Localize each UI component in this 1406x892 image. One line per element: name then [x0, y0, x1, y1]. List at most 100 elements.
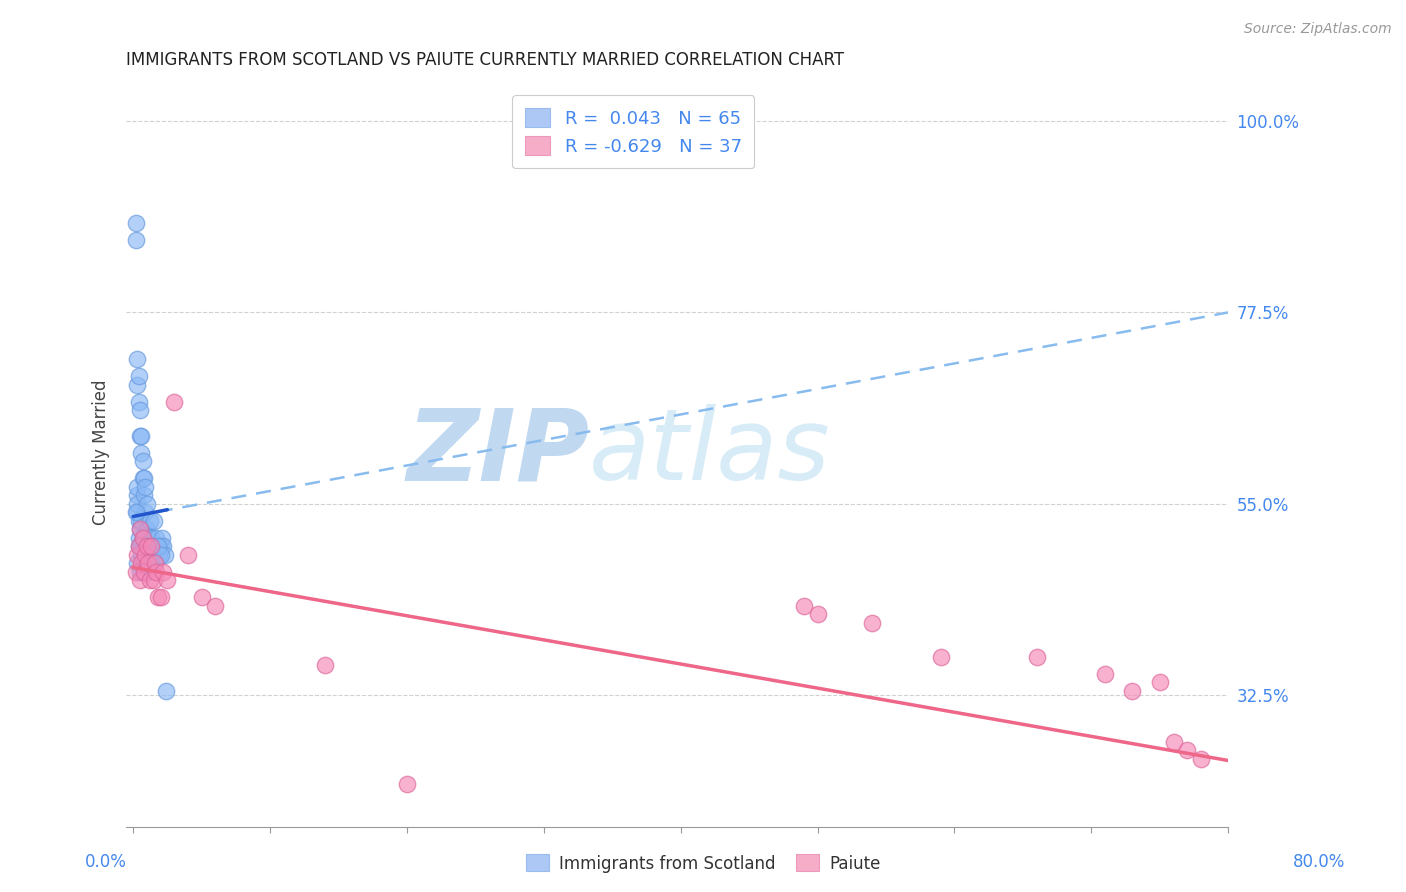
- Text: Source: ZipAtlas.com: Source: ZipAtlas.com: [1244, 22, 1392, 37]
- Point: [131, 428, 153, 442]
- Point: [860, 615, 883, 630]
- Point: [131, 446, 153, 460]
- Point: [149, 548, 172, 562]
- Point: [148, 548, 170, 562]
- Point: [1175, 743, 1198, 757]
- Point: [127, 497, 149, 511]
- Point: [395, 777, 418, 791]
- Point: [136, 556, 159, 570]
- Point: [1094, 666, 1116, 681]
- Point: [132, 556, 155, 570]
- Text: atlas: atlas: [589, 404, 831, 501]
- Point: [134, 556, 156, 570]
- Point: [127, 548, 149, 562]
- Point: [131, 514, 153, 528]
- Point: [134, 480, 156, 494]
- Point: [142, 514, 165, 528]
- Point: [139, 539, 162, 553]
- Point: [1163, 735, 1185, 749]
- Point: [125, 216, 148, 230]
- Point: [204, 599, 226, 613]
- Point: [129, 565, 152, 579]
- Point: [129, 403, 152, 417]
- Point: [132, 531, 155, 545]
- Point: [125, 505, 148, 519]
- Point: [1025, 649, 1047, 664]
- Point: [131, 548, 153, 562]
- Point: [132, 565, 155, 579]
- Point: [138, 539, 160, 553]
- Point: [127, 377, 149, 392]
- Point: [153, 548, 176, 562]
- Point: [141, 548, 163, 562]
- Point: [129, 539, 152, 553]
- Point: [132, 471, 155, 485]
- Legend: Immigrants from Scotland, Paiute: Immigrants from Scotland, Paiute: [519, 847, 887, 880]
- Point: [143, 556, 166, 570]
- Y-axis label: Currently Married: Currently Married: [93, 380, 110, 525]
- Point: [134, 505, 156, 519]
- Point: [146, 539, 169, 553]
- Point: [127, 488, 149, 502]
- Point: [127, 556, 149, 570]
- Point: [132, 471, 155, 485]
- Point: [163, 394, 186, 409]
- Point: [152, 539, 174, 553]
- Point: [131, 556, 153, 570]
- Point: [134, 539, 156, 553]
- Text: 0.0%: 0.0%: [84, 853, 127, 871]
- Point: [156, 574, 179, 588]
- Point: [128, 539, 150, 553]
- Point: [793, 599, 815, 613]
- Text: IMMIGRANTS FROM SCOTLAND VS PAIUTE CURRENTLY MARRIED CORRELATION CHART: IMMIGRANTS FROM SCOTLAND VS PAIUTE CURRE…: [127, 51, 845, 69]
- Point: [129, 574, 152, 588]
- Point: [128, 369, 150, 384]
- Point: [1189, 752, 1212, 766]
- Point: [150, 531, 173, 545]
- Point: [152, 565, 174, 579]
- Point: [143, 556, 166, 570]
- Point: [807, 607, 830, 622]
- Point: [127, 505, 149, 519]
- Point: [134, 548, 156, 562]
- Point: [132, 556, 155, 570]
- Point: [129, 428, 152, 442]
- Point: [139, 531, 162, 545]
- Point: [135, 539, 157, 553]
- Point: [129, 522, 152, 536]
- Point: [177, 548, 200, 562]
- Point: [136, 531, 159, 545]
- Point: [132, 488, 155, 502]
- Point: [190, 591, 212, 605]
- Point: [145, 531, 167, 545]
- Point: [149, 591, 172, 605]
- Text: 80.0%: 80.0%: [1292, 853, 1346, 871]
- Point: [145, 565, 167, 579]
- Point: [141, 548, 163, 562]
- Point: [138, 514, 160, 528]
- Point: [135, 497, 157, 511]
- Point: [155, 683, 177, 698]
- Point: [125, 565, 148, 579]
- Point: [143, 539, 166, 553]
- Point: [314, 658, 336, 673]
- Point: [1121, 683, 1143, 698]
- Point: [149, 539, 172, 553]
- Point: [132, 531, 155, 545]
- Text: ZIP: ZIP: [406, 404, 589, 501]
- Point: [128, 394, 150, 409]
- Point: [135, 522, 157, 536]
- Point: [135, 556, 157, 570]
- Point: [142, 574, 165, 588]
- Point: [127, 352, 149, 367]
- Point: [135, 565, 157, 579]
- Point: [128, 514, 150, 528]
- Point: [139, 556, 162, 570]
- Point: [128, 531, 150, 545]
- Point: [138, 574, 160, 588]
- Point: [132, 454, 155, 468]
- Point: [1149, 675, 1171, 690]
- Point: [146, 539, 169, 553]
- Legend: R =  0.043   N = 65, R = -0.629   N = 37: R = 0.043 N = 65, R = -0.629 N = 37: [512, 95, 754, 169]
- Point: [136, 556, 159, 570]
